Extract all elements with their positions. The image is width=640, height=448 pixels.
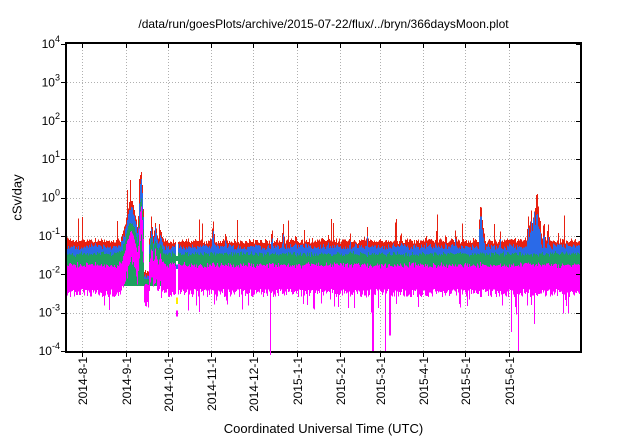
y-tick-label: 10-2 — [39, 264, 60, 281]
series-magenta-band — [67, 206, 580, 315]
y-tick-label: 104 — [42, 34, 60, 51]
plot-border — [65, 42, 582, 353]
x-tick-label: 2015-2-1 — [334, 357, 348, 405]
x-tick-label: 2015-1-1 — [291, 357, 305, 405]
x-axis-label: Coordinated Universal Time (UTC) — [223, 421, 424, 436]
y-tick-label: 10-3 — [39, 303, 60, 320]
plot-title: /data/run/goesPlots/archive/2015-07-22/f… — [138, 17, 509, 31]
y-tick-label: 10-1 — [39, 226, 60, 243]
x-tick-label: 2015-4-1 — [417, 357, 431, 405]
x-tick-label: 2014-9-1 — [120, 357, 134, 405]
x-tick-label: 2014-11-1 — [205, 357, 219, 411]
y-tick-label: 103 — [42, 72, 60, 89]
x-tick-label: 2015-6-1 — [503, 357, 517, 405]
x-tick-label: 2015-3-1 — [374, 357, 388, 405]
y-tick-label: 102 — [42, 111, 60, 128]
x-tick-label: 2015-5-1 — [459, 357, 473, 405]
x-tick-label: 2014-12-1 — [247, 357, 261, 412]
y-tick-label: 100 — [42, 188, 60, 205]
y-tick-label: 101 — [42, 149, 60, 166]
x-tick-label: 2014-10-1 — [162, 357, 176, 412]
y-tick-label: 10-4 — [39, 341, 60, 358]
magenta-dropout-spikes — [270, 289, 535, 355]
tick-marks — [61, 43, 580, 357]
x-tick-label: 2014-8-1 — [76, 357, 90, 405]
grid — [67, 44, 580, 351]
